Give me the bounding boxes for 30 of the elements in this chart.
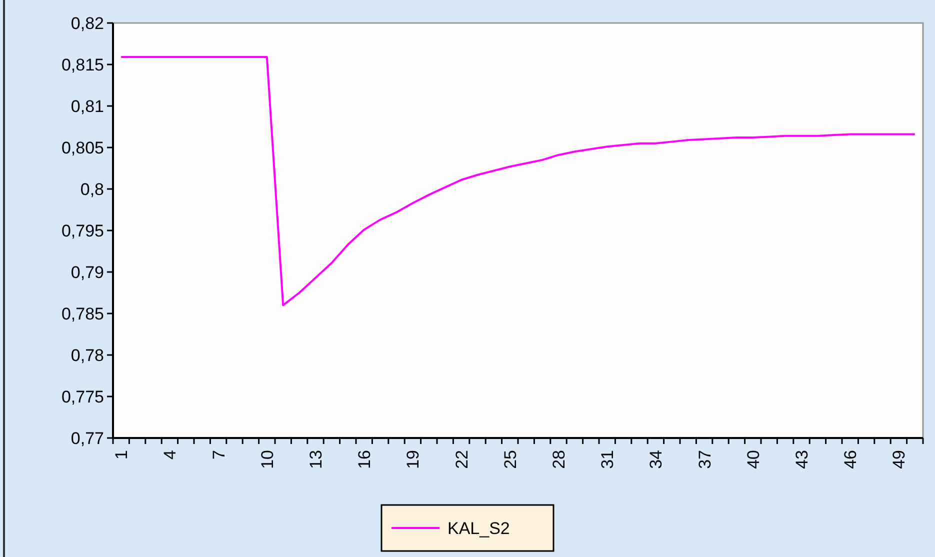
y-tick-label: 0,77 [70,428,104,448]
y-tick-label: 0,81 [70,96,104,116]
x-tick-label: 31 [598,450,618,469]
x-tick-label: 40 [744,450,763,469]
x-tick-label: 43 [792,450,812,469]
y-tick-label: 0,78 [70,346,104,365]
y-tick-label: 0,79 [70,262,104,282]
x-tick-label: 28 [549,450,568,469]
y-tick-label: 0,815 [61,55,104,74]
x-tick-label: 34 [646,450,666,469]
x-tick-label: 22 [452,450,472,469]
x-tick-label: 25 [500,450,520,469]
legend-label: KAL_S2 [448,518,510,538]
y-tick-label: 0,795 [61,221,104,240]
y-tick-label: 0,805 [61,138,104,158]
x-tick-label: 13 [306,450,326,469]
x-tick-label: 19 [404,450,423,469]
x-tick-label: 1 [112,450,132,460]
x-tick-label: 46 [841,450,860,469]
y-tick-label: 0,82 [70,14,104,33]
line-series [120,56,916,306]
x-tick-label: 7 [209,450,228,460]
y-tick-label: 0,785 [61,304,104,324]
x-tick-label: 4 [160,450,180,460]
x-tick-label: 16 [355,450,374,469]
x-tick-label: 10 [258,450,277,469]
y-tick-label: 0,8 [80,180,104,199]
x-tick-label: 37 [695,450,714,469]
x-tick-label: 49 [890,450,909,469]
y-tick-label: 0,775 [61,387,104,406]
